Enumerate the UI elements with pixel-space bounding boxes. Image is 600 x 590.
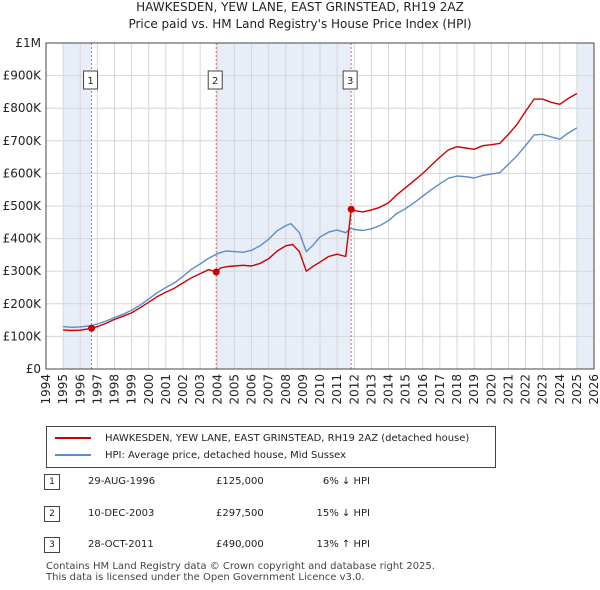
sale-price: £297,500 (216, 508, 264, 519)
sale-row: 2 10-DEC-2003 £297,500 15% ↓ HPI (44, 506, 564, 526)
sale-number-badge: 2 (44, 506, 60, 522)
sale-point (347, 205, 355, 213)
y-tick-label: £700K (3, 134, 43, 148)
x-tick-label: 2002 (176, 374, 190, 405)
x-tick-label: 2023 (536, 374, 550, 405)
x-tick-label: 2005 (227, 374, 241, 405)
sale-marker-box (207, 70, 223, 90)
x-tick-label: 1997 (90, 374, 104, 405)
legend-line-property (55, 437, 91, 439)
x-tick-label: 2008 (279, 374, 293, 405)
x-tick-label: 2020 (484, 374, 498, 405)
y-tick-label: £300K (3, 264, 43, 278)
legend-label-property: HAWKESDEN, YEW LANE, EAST GRINSTEAD, RH1… (105, 432, 470, 444)
y-tick-label: £900K (3, 69, 43, 83)
sale-point (88, 324, 96, 332)
legend-label-hpi: HPI: Average price, detached house, Mid … (105, 449, 347, 461)
y-tick-label: £800K (3, 101, 43, 115)
x-tick-label: 2024 (553, 374, 567, 405)
sale-marker-label: 3 (347, 76, 353, 87)
property-price-line (63, 92, 578, 332)
chart-subtitle: Price paid vs. HM Land Registry's House … (128, 17, 472, 31)
sale-row: 1 29-AUG-1996 £125,000 6% ↓ HPI (44, 474, 564, 494)
x-tick-label: 1996 (73, 374, 87, 405)
x-tick-label: 2026 (587, 374, 600, 405)
x-tick-label: 2017 (433, 374, 447, 405)
x-tick-label: 2016 (416, 374, 430, 405)
sale-marker-label: 2 (212, 76, 218, 87)
y-tick-label: £500K (3, 199, 43, 213)
legend: HAWKESDEN, YEW LANE, EAST GRINSTEAD, RH1… (46, 426, 496, 468)
sale-price: £490,000 (216, 539, 264, 550)
x-tick-label: 1995 (56, 374, 70, 405)
x-tick-label: 2004 (210, 374, 224, 405)
x-tick-label: 2003 (193, 374, 207, 405)
sale-number-badge: 3 (44, 537, 60, 553)
x-tick-label: 2009 (296, 374, 310, 405)
legend-line-hpi (55, 454, 91, 456)
x-tick-label: 1994 (39, 374, 53, 405)
legend-item-hpi: HPI: Average price, detached house, Mid … (55, 447, 346, 463)
x-tick-label: 1999 (125, 374, 139, 405)
plot-border (45, 42, 595, 370)
sale-number-badge: 1 (44, 474, 60, 490)
y-tick-label: £100K (3, 329, 43, 343)
x-tick-label: 2010 (313, 374, 327, 405)
y-tick-label: £1M (15, 36, 41, 50)
x-tick-label: 2021 (501, 374, 515, 405)
sale-date: 10-DEC-2003 (88, 508, 155, 519)
x-tick-label: 2013 (364, 374, 378, 405)
chart-title: HAWKESDEN, YEW LANE, EAST GRINSTEAD, RH1… (136, 0, 464, 14)
x-tick-label: 2012 (347, 374, 361, 405)
x-tick-label: 2001 (159, 374, 173, 405)
sale-price: £125,000 (216, 476, 264, 487)
x-tick-label: 2011 (330, 374, 344, 405)
y-tick-label: £600K (3, 166, 43, 180)
x-tick-label: 2025 (570, 374, 584, 405)
x-tick-label: 2018 (450, 374, 464, 405)
sale-marker-box (83, 70, 99, 90)
footer-copyright: Contains HM Land Registry data © Crown c… (46, 561, 435, 572)
y-tick-label: £400K (3, 232, 43, 246)
sale-marker-box (342, 70, 358, 90)
sale-date: 28-OCT-2011 (88, 539, 154, 550)
footer-licence: This data is licensed under the Open Gov… (46, 572, 365, 583)
sale-hpi-diff: 13% ↑ HPI (316, 539, 370, 550)
sale-date: 29-AUG-1996 (88, 476, 156, 487)
y-tick-label: £200K (3, 297, 43, 311)
y-tick-label: £0 (26, 362, 41, 376)
price-chart: £0 £100K £200K £300K £400K £500K £600K £700K £80… (3, 36, 600, 405)
sale-point (212, 268, 220, 276)
x-tick-label: 2019 (467, 374, 481, 405)
x-tick-label: 2014 (382, 374, 396, 405)
hpi-line (63, 127, 578, 328)
footer: Contains HM Land Registry data © Crown c… (46, 561, 435, 583)
x-tick-label: 2015 (399, 374, 413, 405)
legend-item-property: HAWKESDEN, YEW LANE, EAST GRINSTEAD, RH1… (55, 430, 469, 446)
x-tick-label: 2007 (262, 374, 276, 405)
sale-row: 3 28-OCT-2011 £490,000 13% ↑ HPI (44, 537, 564, 557)
x-tick-label: 2000 (142, 374, 156, 405)
x-tick-label: 2006 (245, 374, 259, 405)
x-tick-label: 2022 (519, 374, 533, 405)
sale-hpi-diff: 15% ↓ HPI (316, 508, 370, 519)
x-tick-label: 1998 (108, 374, 122, 405)
sale-hpi-diff: 6% ↓ HPI (322, 476, 370, 487)
sale-marker-label: 1 (87, 76, 93, 87)
